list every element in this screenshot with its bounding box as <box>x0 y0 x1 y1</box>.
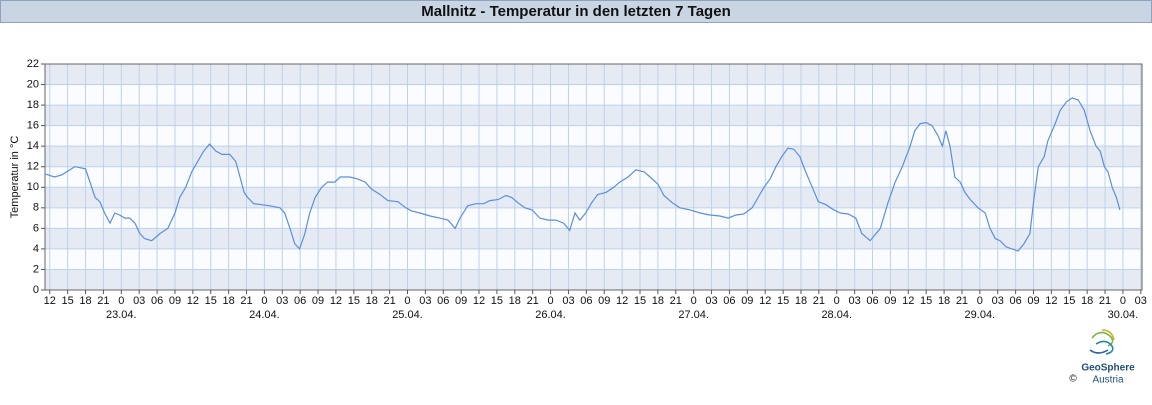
x-tick-label: 21 <box>670 295 682 307</box>
x-tick-label: 0 <box>118 295 124 307</box>
y-tick-label: 14 <box>27 140 39 152</box>
date-label: 30.04. <box>1108 309 1139 321</box>
x-tick-label: 03 <box>133 295 145 307</box>
x-tick-label: 18 <box>509 295 521 307</box>
grid-band <box>45 269 1142 290</box>
grid-band <box>45 187 1142 208</box>
x-tick-label: 03 <box>705 295 717 307</box>
date-label: 28.04. <box>821 309 852 321</box>
chart-title: Mallnitz - Temperatur in den letzten 7 T… <box>421 3 730 20</box>
x-tick-label: 03 <box>276 295 288 307</box>
y-tick-label: 22 <box>27 58 39 70</box>
date-label: 27.04. <box>678 309 709 321</box>
x-tick-label: 09 <box>455 295 467 307</box>
date-label: 23.04. <box>106 309 137 321</box>
x-tick-label: 21 <box>1099 295 1111 307</box>
x-tick-label: 06 <box>294 295 306 307</box>
x-tick-label: 0 <box>977 295 983 307</box>
x-tick-label: 12 <box>330 295 342 307</box>
temperature-line <box>44 97 1121 252</box>
x-tick-label: 18 <box>79 295 91 307</box>
grid-band <box>45 146 1142 167</box>
x-tick-label: 03 <box>419 295 431 307</box>
x-tick-label: 09 <box>884 295 896 307</box>
logo-name: GeoSphere <box>1081 363 1135 374</box>
x-tick-label: 12 <box>759 295 771 307</box>
x-tick-label: 15 <box>205 295 217 307</box>
x-tick-label: 0 <box>261 295 267 307</box>
x-tick-label: 03 <box>1135 295 1147 307</box>
x-tick-label: 15 <box>62 295 74 307</box>
date-label: 29.04. <box>965 309 996 321</box>
logo-sub: Austria <box>1092 375 1124 386</box>
x-tick-label: 15 <box>634 295 646 307</box>
x-tick-label: 12 <box>902 295 914 307</box>
y-axis-label: Temperatur in °C <box>9 136 21 219</box>
x-tick-label: 21 <box>97 295 109 307</box>
x-tick-label: 18 <box>795 295 807 307</box>
x-tick-label: 06 <box>151 295 163 307</box>
x-tick-label: 21 <box>527 295 539 307</box>
x-tick-label: 06 <box>580 295 592 307</box>
grid-band <box>45 64 1142 85</box>
x-tick-label: 09 <box>169 295 181 307</box>
x-tick-label: 12 <box>473 295 485 307</box>
x-tick-label: 12 <box>44 295 56 307</box>
x-tick-label: 0 <box>834 295 840 307</box>
grid-band <box>45 228 1142 249</box>
x-tick-label: 06 <box>866 295 878 307</box>
x-tick-label: 18 <box>1081 295 1093 307</box>
y-tick-label: 16 <box>27 120 39 132</box>
x-tick-label: 12 <box>1045 295 1057 307</box>
y-tick-label: 2 <box>33 263 39 275</box>
x-tick-label: 0 <box>691 295 697 307</box>
x-tick-label: 15 <box>920 295 932 307</box>
x-tick-label: 15 <box>777 295 789 307</box>
y-tick-label: 4 <box>33 243 39 255</box>
x-tick-label: 03 <box>562 295 574 307</box>
date-label: 24.04. <box>249 309 280 321</box>
x-tick-label: 15 <box>1063 295 1075 307</box>
x-tick-label: 0 <box>548 295 554 307</box>
y-tick-label: 6 <box>33 222 39 234</box>
x-tick-label: 06 <box>723 295 735 307</box>
x-tick-label: 09 <box>741 295 753 307</box>
x-tick-label: 15 <box>491 295 503 307</box>
x-tick-label: 06 <box>437 295 449 307</box>
x-tick-label: 0 <box>1120 295 1126 307</box>
x-tick-label: 12 <box>616 295 628 307</box>
y-tick-label: 18 <box>27 99 39 111</box>
y-tick-label: 12 <box>27 161 39 173</box>
x-tick-label: 03 <box>992 295 1004 307</box>
x-tick-label: 06 <box>1009 295 1021 307</box>
x-tick-label: 18 <box>366 295 378 307</box>
x-tick-label: 0 <box>404 295 410 307</box>
x-tick-label: 18 <box>652 295 664 307</box>
y-tick-label: 20 <box>27 78 39 90</box>
grid-band <box>45 105 1142 126</box>
x-tick-label: 09 <box>312 295 324 307</box>
x-tick-label: 12 <box>187 295 199 307</box>
y-tick-label: 0 <box>33 284 39 296</box>
x-tick-label: 21 <box>813 295 825 307</box>
x-tick-label: 03 <box>849 295 861 307</box>
logo-icon <box>1089 329 1115 355</box>
x-tick-label: 09 <box>598 295 610 307</box>
y-tick-label: 8 <box>33 202 39 214</box>
x-tick-label: 21 <box>240 295 252 307</box>
y-tick-label: 10 <box>27 181 39 193</box>
copyright: © <box>1069 374 1077 385</box>
x-tick-label: 18 <box>938 295 950 307</box>
x-tick-label: 21 <box>956 295 968 307</box>
x-tick-label: 09 <box>1027 295 1039 307</box>
x-tick-label: 15 <box>348 295 360 307</box>
x-tick-label: 21 <box>383 295 395 307</box>
x-tick-label: 18 <box>223 295 235 307</box>
plot-background <box>45 64 1142 290</box>
date-label: 26.04. <box>535 309 566 321</box>
date-label: 25.04. <box>392 309 423 321</box>
plot-border <box>44 63 1143 291</box>
